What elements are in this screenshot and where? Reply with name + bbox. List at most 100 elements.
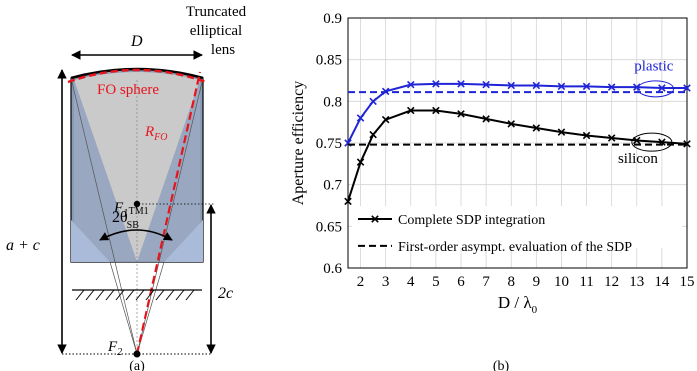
marker-stroke <box>432 106 440 115</box>
x-tick-label: 15 <box>680 274 695 290</box>
x-tick-label: 7 <box>482 274 490 290</box>
silicon-label: silicon <box>618 151 658 167</box>
marker-stroke <box>482 115 490 123</box>
y-tick-label: 0.75 <box>316 136 342 152</box>
marker-stroke <box>557 128 566 136</box>
x-tick-label: 2 <box>357 274 365 290</box>
marker-stroke <box>457 110 465 118</box>
x-tick-label: 10 <box>554 274 569 290</box>
marker-stroke <box>356 158 365 166</box>
series-point-silicon <box>369 130 377 139</box>
x-tick-label: 4 <box>407 274 415 290</box>
series-point-plastic <box>658 84 666 92</box>
angle-label: 2θTM1 SB <box>112 206 149 231</box>
lens-lower-band <box>71 220 110 262</box>
series-point-plastic <box>356 114 365 122</box>
series-point-plastic <box>683 84 691 92</box>
x-tick-label: 14 <box>654 274 670 290</box>
plastic-ellipse <box>637 80 675 98</box>
fo-sphere-label: FO sphere <box>97 82 159 98</box>
series-point-silicon <box>432 106 440 115</box>
lens-inner-shade-right <box>137 80 200 262</box>
y-tick-label: 0.6 <box>323 261 342 277</box>
radius-label: RFO <box>144 124 168 143</box>
y-axis-label: Aperture efficiency <box>290 81 307 206</box>
x-tick-label: 3 <box>382 274 390 290</box>
marker-stroke <box>356 114 365 122</box>
series-point-silicon <box>557 128 566 136</box>
x-tick-label: 8 <box>507 274 515 290</box>
angle-arc <box>99 229 173 241</box>
series-point-silicon <box>683 140 691 148</box>
x-tick-label: 11 <box>579 274 593 290</box>
marker-stroke <box>369 130 377 139</box>
y-tick-label: 0.7 <box>323 178 342 194</box>
series-line-plastic-complete <box>347 82 687 144</box>
marker-stroke <box>369 97 377 106</box>
marker-stroke <box>582 131 591 140</box>
series-point-silicon <box>381 115 390 124</box>
focal-dist-label: 2c <box>218 285 233 302</box>
legend-label-asymptotic: First-order asympt. evaluation of the SD… <box>398 240 632 255</box>
marker-stroke <box>407 106 415 115</box>
marker-stroke <box>532 124 541 132</box>
x-axis-label: D / λ0 <box>498 293 538 316</box>
series-point-plastic <box>432 80 440 88</box>
series-point-silicon <box>482 115 490 123</box>
fo-sphere-arc <box>67 68 207 84</box>
marker-stroke <box>683 140 691 148</box>
series-point-plastic <box>633 83 641 91</box>
focus2-dot <box>133 350 141 358</box>
height-label: a + c <box>6 237 40 254</box>
marker-stroke <box>407 80 415 89</box>
marker-stroke <box>432 80 440 88</box>
marker-stroke <box>381 115 390 124</box>
series-point-plastic <box>507 81 515 90</box>
series-point-silicon <box>582 131 591 140</box>
legend-label-complete: Complete SDP integration <box>398 213 545 228</box>
marker-stroke <box>607 83 616 91</box>
marker-stroke <box>557 82 566 91</box>
lens-inner-shade <box>74 80 137 262</box>
x-tick-label: 13 <box>629 274 644 290</box>
series-point-plastic <box>457 80 465 88</box>
top-label-line2: elliptical <box>190 23 242 39</box>
series-point-plastic <box>407 80 415 89</box>
series-point-silicon <box>532 124 541 132</box>
marker-stroke <box>507 120 515 128</box>
series-point-plastic <box>532 81 541 90</box>
x-tick-label: 12 <box>604 274 619 290</box>
caption-b: (b) <box>493 359 510 371</box>
marker-stroke <box>633 83 641 91</box>
marker-stroke <box>607 134 616 142</box>
width-label: D <box>130 33 143 50</box>
series-point-silicon <box>633 136 641 145</box>
silicon-ellipse <box>631 132 673 152</box>
marker-stroke <box>683 84 691 92</box>
legend-marker <box>371 215 379 223</box>
series-point-silicon <box>356 158 365 166</box>
series-point-silicon <box>607 134 616 142</box>
x-tick-label: 9 <box>533 274 541 290</box>
top-label-line1: Truncated <box>186 4 247 20</box>
marker-stroke <box>344 197 352 206</box>
y-tick-label: 0.9 <box>323 11 342 27</box>
series-point-plastic <box>482 80 490 89</box>
lens-lower-band-right <box>164 220 203 262</box>
marker-stroke <box>482 80 490 89</box>
series-point-silicon <box>344 197 352 206</box>
series-point-silicon <box>457 110 465 118</box>
marker-stroke <box>582 82 591 91</box>
series-point-plastic <box>369 97 377 106</box>
marker-stroke <box>532 81 541 90</box>
top-label-line3: lens <box>211 42 235 58</box>
x-tick-label: 5 <box>432 274 440 290</box>
radius-line <box>135 71 202 355</box>
y-tick-label: 0.65 <box>316 219 342 235</box>
focus1-label: F1 <box>113 200 128 219</box>
series-point-plastic <box>557 82 566 91</box>
caption-a: (a) <box>129 359 145 371</box>
marker-stroke <box>658 84 666 92</box>
